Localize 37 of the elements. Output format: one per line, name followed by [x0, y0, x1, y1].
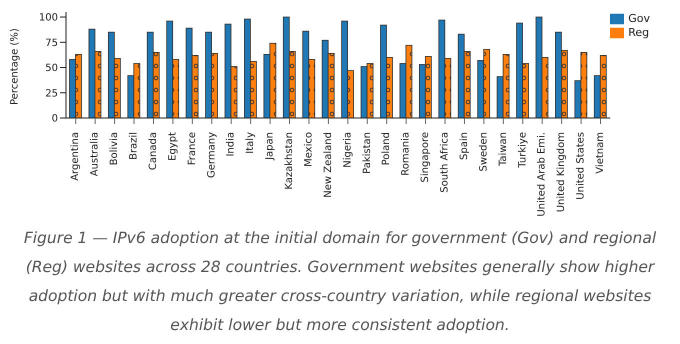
- x-tick-label: Italy: [245, 132, 256, 154]
- x-tick-label: United Kingdom: [556, 132, 568, 212]
- x-tick-label: Taiwan: [498, 132, 509, 168]
- x-tick-label: Japan: [264, 132, 276, 161]
- x-tick-label: Bolivia: [109, 132, 120, 166]
- x-tick-label: Egypt: [167, 132, 178, 161]
- x-tick-label: Brazil: [128, 132, 140, 160]
- caption: Figure 1 — IPv6 adoption at the initial domain for government (Gov) and regional (Reg) websites across 28 countries. Government websites generally show higher adoption but with much greater cross-country variation, while regional websites exhibit lower but more consistent adoption.: [22, 228, 658, 336]
- x-tick-label: France: [186, 132, 198, 166]
- x-tick-label: Germany: [206, 132, 218, 178]
- x-tick-label: Nigeria: [342, 132, 354, 168]
- legend-label: Gov: [628, 12, 650, 26]
- x-tick-label: Canada: [148, 132, 159, 170]
- x-tick-label: Turkiye: [517, 132, 528, 169]
- x-tick-label: Argentina: [70, 132, 82, 181]
- x-tick-label: Pakistan: [362, 132, 373, 174]
- y-tick-label: 25: [45, 88, 58, 100]
- y-axis-title: Percentage (%): [10, 28, 21, 105]
- x-tick-label: Kazakhstan: [284, 132, 296, 190]
- x-tick-label: India: [226, 132, 237, 157]
- x-tick-label: Romania: [400, 132, 412, 176]
- x-tick-label: Australia: [90, 132, 101, 176]
- x-tick-label: Mexico: [303, 132, 314, 167]
- x-tick-label: Sweden: [478, 132, 490, 172]
- y-tick-label: 0: [52, 114, 58, 125]
- legend-label: Reg: [628, 26, 650, 40]
- y-tick-label: 50: [45, 63, 58, 74]
- x-tick-label: South Africa: [440, 132, 451, 193]
- x-tick-label: Spain: [458, 132, 470, 160]
- y-tick-label: 100: [38, 12, 58, 24]
- x-tick-label: Vietnam: [595, 132, 606, 174]
- x-tick-label: Poland: [381, 132, 392, 166]
- x-tick-label: Singapore: [420, 132, 432, 182]
- x-tick-label: United States: [576, 132, 587, 200]
- x-tick-label: New Zealand: [322, 132, 334, 198]
- x-tick-label: United Arab Emi.: [536, 132, 548, 217]
- y-tick-label: 75: [45, 38, 58, 49]
